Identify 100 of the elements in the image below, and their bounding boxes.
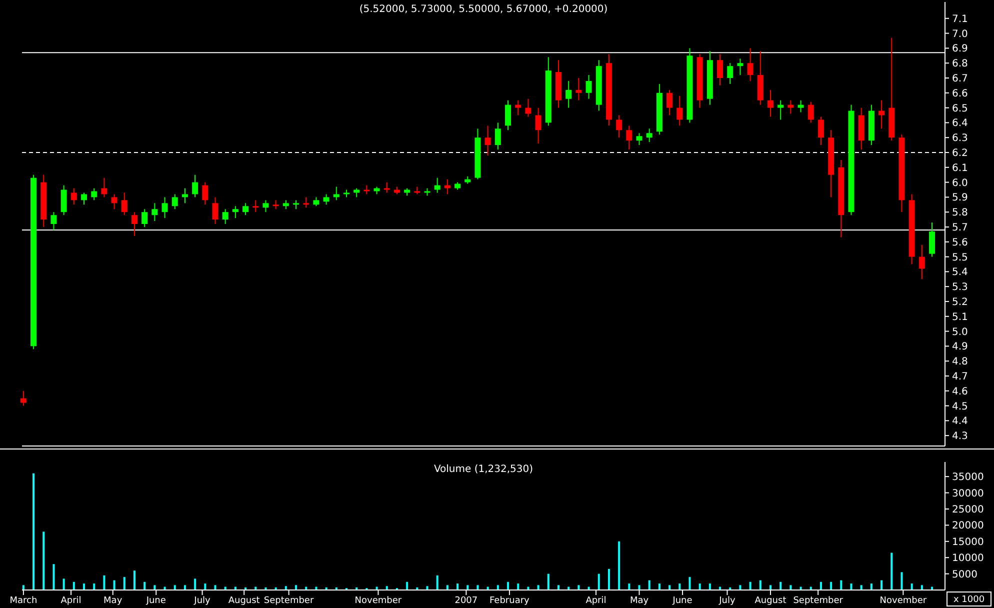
x-tick-label: July xyxy=(193,596,212,606)
y-tick-label: 20000 xyxy=(952,520,984,532)
candlestick xyxy=(626,125,632,150)
bar xyxy=(456,584,459,590)
bar xyxy=(537,585,540,590)
candlestick xyxy=(747,48,754,82)
candlestick xyxy=(535,107,542,144)
candlestick xyxy=(262,200,269,213)
y-tick-label: 5.3 xyxy=(952,282,968,294)
bar xyxy=(790,585,792,590)
y-tick-label: 5.9 xyxy=(952,192,968,204)
candlestick xyxy=(222,208,228,224)
bar xyxy=(72,582,75,590)
x-tick-label: 2007 xyxy=(454,596,478,606)
bar xyxy=(113,580,116,590)
bar xyxy=(759,580,762,590)
candlestick xyxy=(121,192,128,216)
bar xyxy=(840,580,842,590)
bar xyxy=(920,585,923,590)
bar xyxy=(52,564,55,590)
bar xyxy=(698,584,701,590)
candlestick xyxy=(666,89,673,116)
bar xyxy=(628,584,630,590)
bar xyxy=(476,585,479,590)
x-tick-label: May xyxy=(630,596,650,606)
x-tick-label: June xyxy=(672,596,693,606)
y-tick-label: 4.8 xyxy=(952,356,968,368)
bar xyxy=(496,585,499,590)
bar xyxy=(133,570,136,590)
bar xyxy=(880,580,883,590)
bar xyxy=(204,584,206,590)
y-tick-label: 6.9 xyxy=(952,44,968,55)
candlestick xyxy=(525,98,532,118)
candlestick xyxy=(505,100,512,131)
candlestick xyxy=(323,194,330,206)
bar xyxy=(426,586,428,590)
bar xyxy=(194,578,196,590)
x-tick-label: June xyxy=(145,596,166,606)
bar xyxy=(93,584,96,590)
bar xyxy=(83,584,86,590)
y-tick-label: 6.3 xyxy=(952,133,968,144)
candlestick xyxy=(20,390,26,406)
candlestick xyxy=(91,188,98,201)
y-tick-label: 30000 xyxy=(952,488,984,500)
bar xyxy=(214,585,216,590)
candlestick xyxy=(60,184,67,216)
bar xyxy=(658,584,660,590)
candlestick xyxy=(70,188,77,206)
y-tick-label: 7.1 xyxy=(952,14,968,25)
candlestick xyxy=(727,62,734,84)
bar xyxy=(830,582,832,590)
candlestick xyxy=(918,244,925,280)
y-tick-label: 6.7 xyxy=(952,73,968,84)
candlestick xyxy=(182,188,188,204)
y-tick-label: 15000 xyxy=(952,536,984,548)
candlestick xyxy=(636,132,642,146)
y-tick-label: 5.5 xyxy=(952,252,968,264)
candlestick xyxy=(50,212,57,230)
bar xyxy=(32,473,35,590)
candlestick xyxy=(818,116,824,146)
y-tick-label: 25000 xyxy=(952,504,984,516)
candlestick xyxy=(202,182,208,206)
y-tick-label: 6.4 xyxy=(952,118,968,130)
x-tick-label: August xyxy=(228,596,260,606)
bar xyxy=(386,586,388,590)
candlestick xyxy=(111,194,118,210)
bar xyxy=(144,582,146,590)
candlestick xyxy=(242,202,249,216)
bar xyxy=(769,585,772,590)
bar xyxy=(739,585,742,590)
candlestick xyxy=(81,192,88,206)
bar xyxy=(184,585,186,590)
x-tick-label: September xyxy=(264,596,314,606)
text: x 1000 xyxy=(953,595,985,605)
y-tick-label: 35000 xyxy=(952,472,984,484)
y-tick-label: 5000 xyxy=(952,569,978,580)
y-tick-label: 5.8 xyxy=(952,208,968,219)
bar xyxy=(780,582,782,590)
y-tick-label: 5.6 xyxy=(952,237,968,248)
y-tick-label: 6.6 xyxy=(952,88,968,100)
bar xyxy=(578,585,580,590)
y-tick-label: 4.6 xyxy=(952,386,968,398)
bar xyxy=(648,580,650,590)
bar xyxy=(507,582,510,590)
candlestick xyxy=(172,194,178,210)
bar xyxy=(446,585,448,590)
bar xyxy=(890,552,893,590)
chart-title: Volume (1,232,530) xyxy=(434,464,534,475)
bar xyxy=(547,574,550,590)
candlestick xyxy=(616,114,622,138)
bar xyxy=(557,585,560,590)
candlestick xyxy=(778,100,784,120)
x-tick-label: November xyxy=(880,596,927,606)
candlestick xyxy=(212,196,218,224)
candlestick xyxy=(566,80,572,108)
x-tick-label: April xyxy=(586,596,606,606)
candlestick xyxy=(434,177,440,194)
y-tick-label: 5.4 xyxy=(952,267,968,278)
candlestick xyxy=(788,100,794,114)
bar xyxy=(154,585,156,590)
